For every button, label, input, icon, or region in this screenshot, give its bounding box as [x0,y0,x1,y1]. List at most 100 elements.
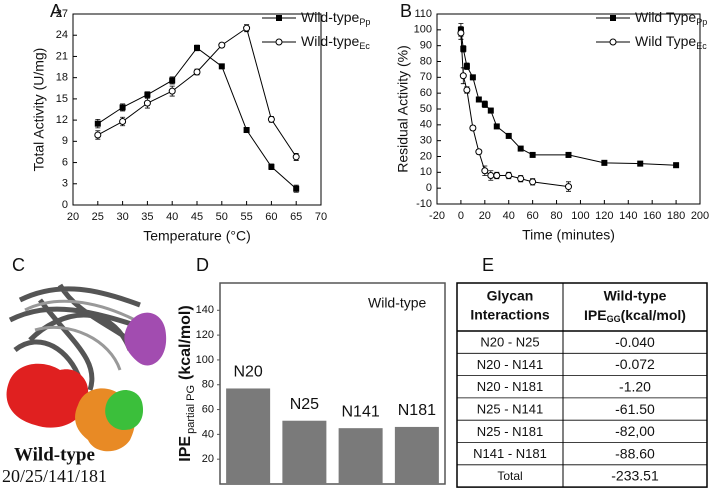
x-tick-label: 160 [643,210,661,222]
bar-label: N25 [290,396,319,413]
x-tick-label: 80 [550,210,562,222]
marker [243,127,250,134]
bar [394,426,439,484]
legend-subscript: Ec [696,41,707,51]
marker [292,153,300,161]
y-tick-label: 3 [62,178,68,190]
table-header-sub: GG [607,314,621,324]
marker [601,159,608,166]
y-tick-label: 30 [420,135,432,147]
table-cell: -82,00 [615,423,655,439]
marker [475,148,483,156]
marker [457,29,465,37]
marker [517,145,524,152]
marker [475,96,482,103]
marker [673,162,680,169]
x-tick-label: 0 [458,210,464,222]
table-cell: -1.20 [619,378,651,394]
legend-subscript: Ec [359,41,370,51]
structure-sites: 20/25/141/181 [2,466,107,486]
x-tick-label: 120 [595,210,613,222]
table-header: IPEGG(kcal/mol) [584,307,686,325]
y-axis-label-unit: (kcal/mol) [177,305,194,380]
legend-label: Wild TypePp [635,9,707,28]
x-tick-label: 35 [141,211,153,223]
y-tick-label: 50 [420,103,432,115]
marker [610,15,616,21]
marker [143,99,151,107]
marker [276,15,282,21]
marker [243,24,251,32]
legend-subscript: Pp [359,17,370,27]
table-cell: -0.040 [615,334,655,350]
marker [218,63,225,70]
x-tick-label: 60 [265,211,277,223]
x-tick-label: 55 [240,211,252,223]
y-axis-label: Total Activity (U/mg) [31,48,47,172]
table-cell: N20 - N181 [477,379,543,394]
x-tick-label: 70 [315,211,327,223]
bar [282,420,327,484]
marker [609,38,617,46]
table-frame [456,282,708,488]
y-tick-label: 60 [420,87,432,99]
y-tick-label: 140 [196,304,214,316]
marker [505,172,513,179]
marker [463,63,470,70]
table-cell: N141 - N181 [473,446,547,461]
panel-letter: B [400,1,412,21]
x-tick-label: 40 [503,210,515,222]
y-tick-label: 21 [56,50,68,62]
table-cell: N20 - N25 [480,335,539,350]
marker [169,77,176,84]
series-line [460,32,569,188]
marker [529,178,537,186]
y-tick-label: -10 [416,198,432,210]
x-tick-label: 140 [619,210,637,222]
ribbon [24,299,136,371]
marker [493,172,501,179]
bar-label: N20 [233,364,262,381]
marker [481,167,489,175]
y-tick-label: 40 [420,119,432,131]
legend-name: Wild-type [301,9,360,25]
y-tick-label: 80 [202,379,214,391]
table-header: Wild-type [604,288,667,304]
marker [505,132,512,139]
marker [275,38,283,46]
marker [487,107,494,114]
marker [493,123,500,130]
y-tick-label: 70 [420,71,432,83]
y-tick-label: 10 [420,166,432,178]
y-tick-label: 27 [56,8,68,20]
marker [463,86,471,94]
table-cell: -88.60 [615,445,655,461]
y-axis-label-main: IPE [177,436,194,462]
x-tick-label: 60 [527,210,539,222]
marker [268,163,275,170]
bar-label: N181 [398,402,436,419]
legend-subscript: Pp [696,17,707,27]
marker [193,68,201,76]
table-cell: -233.51 [611,468,659,484]
marker [94,120,101,127]
plot-frame [72,13,322,206]
marker [267,115,275,123]
glycan-surface [124,312,167,366]
x-tick-label: 65 [290,211,302,223]
table-header-main: IPE [584,307,607,323]
structure-name: Wild-type [14,444,95,465]
marker [529,151,536,158]
marker [487,172,495,179]
table-header: Glycan [487,288,534,304]
series-line [460,29,677,166]
panel-letter: A [50,1,62,21]
plot-frame [219,282,446,485]
marker [293,185,300,192]
y-tick-label: 0 [62,199,68,211]
table-header: Interactions [470,307,550,323]
marker [168,87,176,95]
x-tick-label: 50 [216,211,228,223]
